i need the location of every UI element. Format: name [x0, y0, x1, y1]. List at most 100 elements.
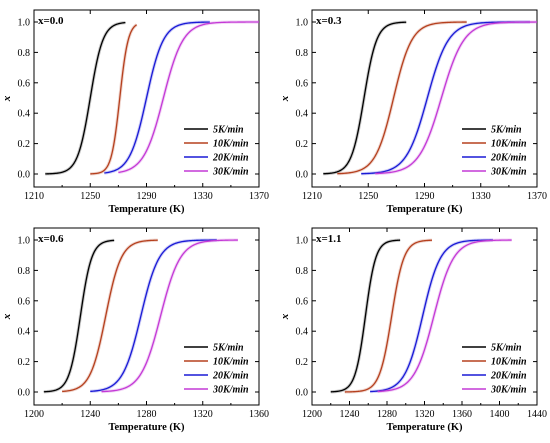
legend-label: 20K/min	[212, 371, 249, 382]
y-tick-label: 0.0	[296, 170, 309, 181]
y-tick-label: 1.0	[296, 236, 309, 247]
y-tick-label: 0.2	[18, 139, 31, 150]
x-axis-title: Temperature (K)	[108, 422, 185, 433]
panel-label: x=0.0	[38, 15, 64, 27]
series-line-20K/min	[104, 21, 210, 174]
x-tick-label: 1370	[527, 191, 547, 202]
series-glow-2	[90, 238, 217, 393]
legend-label: 10K/min	[213, 357, 249, 368]
x-tick-label: 1250	[80, 191, 100, 202]
series-glow-3	[118, 20, 259, 175]
y-tick-label: 0.8	[18, 48, 31, 59]
x-tick-label: 1370	[249, 191, 269, 202]
y-tick-label: 0.8	[296, 48, 309, 59]
series-glow-3	[101, 238, 238, 394]
x-axis-title: Temperature (K)	[386, 422, 463, 433]
y-tick-label: 0.0	[18, 388, 31, 399]
series-glow-0	[43, 238, 115, 394]
x-tick-label: 1240	[80, 409, 100, 420]
x-tick-label: 1240	[340, 409, 360, 420]
y-tick-label: 0.4	[296, 327, 309, 338]
y-tick-label: 0.4	[18, 327, 31, 338]
series-line-5K/min	[43, 239, 115, 393]
series-line-30K/min	[101, 239, 238, 393]
panel-label: x=0.6	[38, 233, 64, 245]
legend-label: 5K/min	[213, 343, 244, 354]
series-line-30K/min	[375, 21, 537, 175]
legend-label: 30K/min	[490, 167, 527, 178]
x-tick-label: 1440	[527, 409, 547, 420]
panel-label: x=0.3	[316, 15, 342, 27]
x-tick-label: 1280	[377, 409, 397, 420]
y-tick-label: 0.4	[296, 109, 309, 120]
y-axis-title: x	[279, 95, 291, 102]
series-line-10K/min	[62, 239, 158, 393]
x-tick-label: 1210	[24, 191, 44, 202]
series-glow-2	[370, 238, 493, 394]
y-tick-label: 0.6	[18, 296, 31, 307]
series-line-20K/min	[361, 21, 530, 175]
x-tick-label: 1400	[490, 409, 510, 420]
x-tick-label: 1360	[452, 409, 472, 420]
y-tick-label: 1.0	[18, 18, 31, 29]
x-tick-label: 1330	[471, 191, 491, 202]
legend-label: 5K/min	[491, 125, 522, 136]
y-tick-label: 0.8	[296, 266, 309, 277]
legend-label: 20K/min	[490, 153, 527, 164]
x-tick-label: 1200	[302, 409, 322, 420]
series-line-30K/min	[377, 239, 512, 393]
y-tick-label: 0.6	[296, 78, 309, 89]
y-tick-label: 0.2	[296, 139, 309, 150]
series-glow-3	[375, 20, 537, 176]
chart-panel-1: 1210 1250 1290 1330 1370 0.0 0.2 0.4 0.6 0.8 1.0 Te…	[1, 9, 269, 215]
x-tick-label: 1290	[137, 191, 157, 202]
series-line-5K/min	[45, 21, 126, 175]
series-line-10K/min	[344, 239, 433, 393]
series-glow-3	[377, 238, 512, 394]
y-tick-label: 1.0	[296, 18, 309, 29]
series-glow-1	[90, 23, 138, 176]
x-tick-label: 1320	[193, 409, 213, 420]
y-tick-label: 0.0	[18, 170, 31, 181]
chart-panel-4: 1200 1240 1280 1320 1360 1400 1440 0.0 0.2 0.4 0.6…	[279, 227, 547, 433]
legend-label: 10K/min	[213, 139, 249, 150]
series-line-10K/min	[90, 24, 138, 175]
chart-panel-2: 1210 1250 1290 1330 1370 0.0 0.2 0.4 0.6 0.8 1.0 Te…	[279, 9, 547, 215]
x-tick-label: 1290	[415, 191, 435, 202]
series-line-30K/min	[118, 21, 259, 174]
series-line-5K/min	[330, 239, 401, 393]
legend-label: 30K/min	[490, 385, 527, 396]
legend-label: 5K/min	[213, 125, 244, 136]
chart-panel-3: 1200 1240 1280 1320 1360 0.0 0.2 0.4 0.6 0.8 1.0 Te…	[1, 227, 269, 433]
x-axis-title: Temperature (K)	[108, 204, 185, 215]
x-tick-label: 1320	[415, 409, 435, 420]
y-tick-label: 0.0	[296, 388, 309, 399]
series-line-5K/min	[323, 21, 407, 175]
panel-label: x=1.1	[316, 233, 342, 245]
y-tick-label: 0.4	[18, 109, 31, 120]
x-tick-label: 1200	[24, 409, 44, 420]
legend-label: 10K/min	[491, 139, 527, 150]
series-line-10K/min	[337, 21, 467, 175]
y-axis-title: x	[1, 313, 13, 320]
y-tick-label: 0.6	[18, 78, 31, 89]
x-tick-label: 1280	[137, 409, 157, 420]
x-axis-title: Temperature (K)	[386, 204, 463, 215]
series-line-20K/min	[370, 239, 493, 393]
legend-label: 5K/min	[491, 343, 522, 354]
y-tick-label: 0.8	[18, 266, 31, 277]
x-tick-label: 1360	[249, 409, 269, 420]
legend-label: 10K/min	[491, 357, 527, 368]
y-axis-title: x	[1, 95, 13, 102]
x-tick-label: 1330	[193, 191, 213, 202]
y-axis-title: x	[279, 313, 291, 320]
y-tick-label: 1.0	[18, 236, 31, 247]
legend-label: 20K/min	[490, 371, 527, 382]
legend-label: 30K/min	[212, 385, 249, 396]
legend-label: 30K/min	[212, 167, 249, 178]
y-tick-label: 0.2	[18, 357, 31, 368]
x-tick-label: 1250	[358, 191, 378, 202]
y-tick-label: 0.2	[296, 357, 309, 368]
series-line-20K/min	[90, 239, 217, 393]
